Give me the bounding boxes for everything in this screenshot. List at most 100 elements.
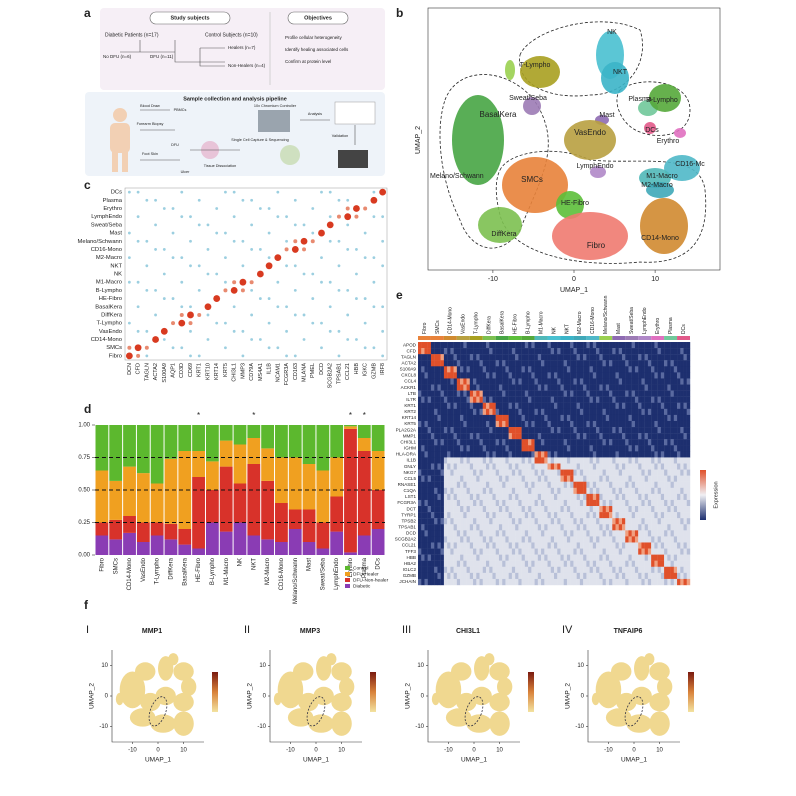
heat-cell [515,572,519,580]
heat-cell [537,408,542,416]
x-tick-label: M1-Macro [224,557,230,585]
heat-cell [563,366,568,373]
heat-cell [592,378,597,385]
heat-cell [550,439,555,446]
heat-cell [518,493,522,501]
heat-cell [557,348,561,355]
heat-cell [518,566,522,574]
heat-cell [473,366,477,373]
heat-cell [440,439,445,446]
heat-cell [505,530,509,537]
heat-cell [560,463,564,470]
heat-cell [534,414,539,422]
cluster-label: VasEndo [461,314,467,334]
heat-cell [495,433,500,440]
heat-cell [612,396,616,403]
heat-cell [605,524,610,531]
heat-cell [599,560,603,567]
heat-cell [534,348,539,355]
heat-cell [443,487,448,495]
heat-cell [534,518,539,525]
cluster-band [677,336,690,340]
heat-cell [673,451,678,458]
heat-cell [418,445,422,452]
heat-cell [466,542,471,549]
dot [346,288,350,292]
heat-cell [602,445,607,452]
row-label: LymphEndo [91,214,122,220]
heat-cell [476,360,480,367]
cluster-cells [590,166,606,178]
heat-cell [641,530,645,537]
heat-cell [670,439,675,446]
heat-cell [486,578,490,586]
heat-cell [628,414,632,422]
heat-cell [625,554,629,561]
cluster-label: M1-Macro [538,311,544,334]
heat-cell [489,469,493,476]
heat-cell [583,548,587,555]
dot [302,272,306,276]
heat-cell [544,439,548,446]
heat-cell [641,348,645,355]
heat-cell [628,475,632,482]
heat-cell [683,372,687,379]
heat-cell [625,396,629,403]
heat-cell [511,542,516,549]
heat-cell [570,348,574,355]
heat-cell [647,342,652,349]
heat-cell [583,402,587,410]
heat-cell [443,530,448,537]
gene-label: GZMB [403,573,416,578]
heat-cell [531,548,535,555]
heat-cell [654,445,658,452]
heat-cell [430,475,435,482]
heat-cell [505,342,509,349]
bar-segment [150,483,164,523]
heat-cell [550,493,555,501]
heat-cell [615,384,619,391]
heat-cell [489,402,493,410]
heat-cell [596,354,600,361]
heat-cell [479,396,483,403]
heat-cell [479,360,483,367]
heat-cell [554,475,558,482]
heat-cell [605,493,610,501]
dot [293,264,297,268]
heat-cell [508,402,513,410]
heat-cell [667,536,671,543]
heat-cell [421,463,425,470]
heat-cell [479,342,483,349]
heat-cell [550,372,555,379]
heat-cell [686,396,691,403]
heat-cell [631,506,636,513]
heat-cell [511,560,516,567]
heat-cell [667,378,671,385]
heat-cell [437,469,441,476]
panel-label: f [84,598,89,612]
heat-cell [450,378,454,385]
heat-cell [489,572,493,580]
heat-cell [686,493,691,501]
heat-cell [547,366,551,373]
heat-cell [511,578,516,586]
heat-cell [515,427,519,434]
heat-cell [634,566,639,574]
colorbar-label: Expression [713,481,719,508]
heat-cell [524,366,529,373]
heat-cell [618,475,623,482]
heat-cell [450,578,454,586]
heat-cell [570,408,574,416]
gene-label: PMEL [310,363,316,378]
heat-cell [557,463,561,470]
heat-cell [683,451,687,458]
heat-cell [657,578,662,586]
heat-cell [479,469,483,476]
heat-cell [683,433,687,440]
heat-cell [625,372,629,379]
heat-cell [554,354,558,361]
heat-cell [521,439,526,446]
heat-cell [544,402,548,410]
heat-cell [521,572,526,580]
heat-cell [657,524,662,531]
